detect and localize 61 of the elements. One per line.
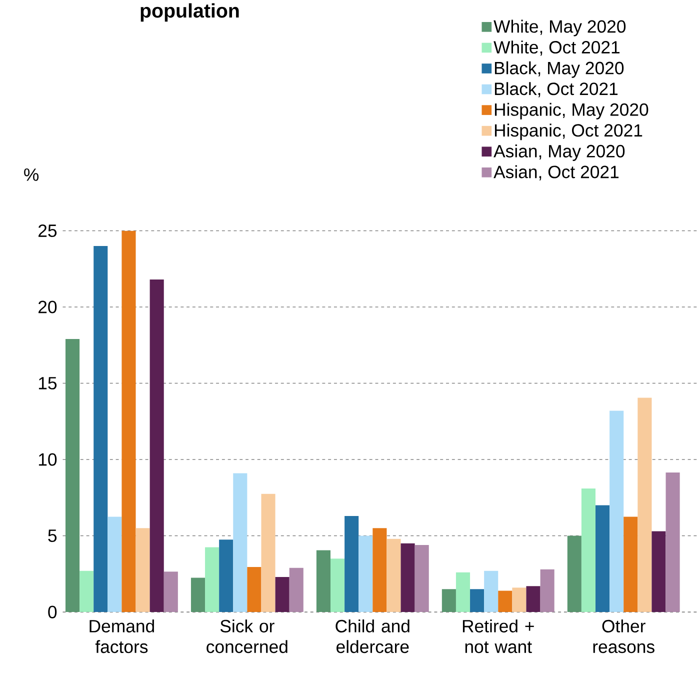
x-tick-label: Other reasons <box>593 619 654 654</box>
bar <box>567 536 582 612</box>
bar <box>400 543 415 612</box>
bar <box>386 538 401 612</box>
bar <box>470 589 484 612</box>
bar <box>666 472 680 612</box>
bar <box>512 588 526 612</box>
bar <box>652 531 666 612</box>
bar <box>316 550 330 612</box>
bar <box>526 586 540 612</box>
bar <box>540 569 554 612</box>
x-tick-label: Sick or concerned <box>206 619 288 654</box>
bar <box>80 570 94 612</box>
legend-label: White, May 2020 <box>494 20 626 36</box>
bar <box>136 528 150 612</box>
y-tick-label: 10 <box>38 453 57 466</box>
x-tick-label: Demand factors <box>90 619 154 654</box>
bar <box>456 572 470 612</box>
bar <box>596 505 610 612</box>
legend-label: White, Oct 2021 <box>494 40 620 56</box>
legend-label: Asian, Oct 2021 <box>494 165 619 180</box>
legend-label: Hispanic, May 2020 <box>494 102 648 120</box>
bar <box>610 410 624 612</box>
bar <box>122 230 136 612</box>
legend-label: Asian, May 2020 <box>494 144 625 161</box>
bar <box>414 544 429 612</box>
legend-label: Black, May 2020 <box>494 61 624 78</box>
y-tick-label: 25 <box>38 224 57 237</box>
bar <box>108 516 122 612</box>
y-tick-label: 0 <box>48 606 57 618</box>
legend-label: Black, Oct 2021 <box>494 82 618 98</box>
legend-label: Hispanic, Oct 2021 <box>494 124 642 140</box>
bar <box>498 590 512 612</box>
y-tick-label: 5 <box>48 530 57 542</box>
x-tick-label: Child and eldercare <box>336 619 410 654</box>
bar <box>358 536 373 612</box>
bar <box>289 568 304 612</box>
chart-title: population <box>140 3 239 22</box>
x-tick-label: Retired + not want <box>462 619 534 654</box>
bar <box>164 572 178 612</box>
bar <box>330 558 345 612</box>
bar <box>261 494 276 612</box>
y-tick-label: 20 <box>38 300 57 314</box>
bar <box>190 578 206 612</box>
y-axis-title: % <box>24 168 39 181</box>
bar <box>94 246 108 612</box>
bar <box>247 567 262 612</box>
bar <box>150 280 164 612</box>
bar <box>65 339 80 612</box>
bar <box>275 576 290 612</box>
bar <box>233 473 248 612</box>
bar <box>442 589 456 612</box>
bar <box>638 398 652 612</box>
bar <box>624 516 638 612</box>
bar <box>484 570 498 612</box>
y-tick-label: 15 <box>38 377 57 390</box>
bar <box>581 488 596 612</box>
bar <box>205 547 220 612</box>
bar <box>372 528 387 612</box>
bar <box>344 516 359 612</box>
bar <box>219 540 234 612</box>
